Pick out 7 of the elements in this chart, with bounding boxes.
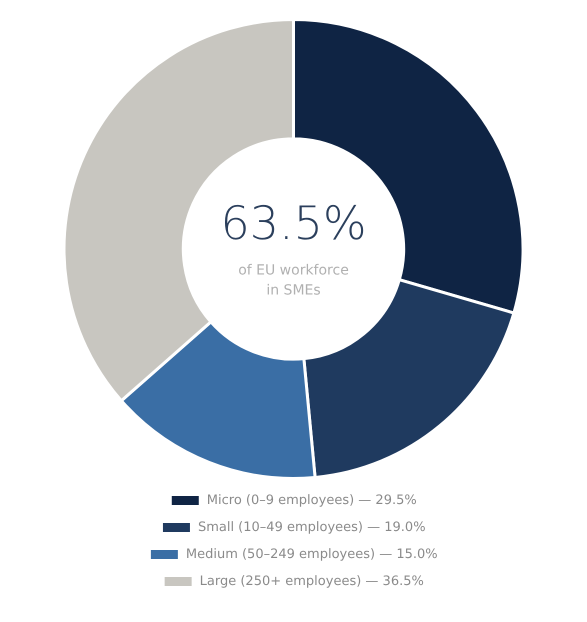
legend-label: Large (250+ employees) — 36.5% xyxy=(200,574,424,589)
legend-label: Micro (0–9 employees) — 29.5% xyxy=(206,492,417,508)
legend-label: Medium (50–249 employees) — 15.0% xyxy=(186,546,438,562)
text: of EU workforce xyxy=(238,262,349,279)
legend-label: Small (10–49 employees) — 19.0% xyxy=(198,520,426,535)
text: in SMEs xyxy=(266,282,321,299)
text: 63.5% xyxy=(220,196,367,250)
